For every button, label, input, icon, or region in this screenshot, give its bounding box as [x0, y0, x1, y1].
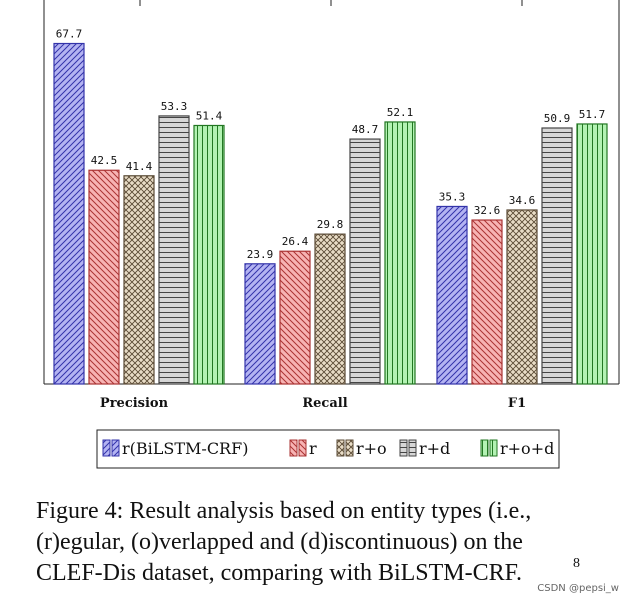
- value-label: 50.9: [544, 112, 571, 125]
- value-label: 42.5: [91, 154, 118, 167]
- value-label: 67.7: [56, 28, 83, 41]
- legend-label: r: [309, 439, 317, 458]
- value-labels-group: 67.7 42.5 41.4 53.3 51.4 23.9 26.4 29.8 48.7 52.1…: [56, 28, 606, 261]
- bar-precision-2: [88, 169, 120, 385]
- legend-entry: r(BiLSTM-CRF): [102, 439, 248, 458]
- bar-precision-1: [53, 42, 85, 385]
- legend-entry: r+d: [399, 439, 450, 458]
- bar-precision-4: [158, 115, 190, 385]
- value-label: 51.7: [579, 108, 606, 121]
- legend-label: r(BiLSTM-CRF): [122, 439, 248, 458]
- value-label: 52.1: [387, 106, 414, 119]
- bar-precision-3: [123, 175, 155, 385]
- bar-recall-3: [314, 233, 346, 385]
- bar-recall-4: [349, 138, 381, 385]
- bar-recall-5: [384, 121, 416, 385]
- value-label: 26.4: [282, 235, 309, 248]
- legend-label: r+d: [419, 439, 450, 458]
- bar-recall-2: [279, 250, 311, 385]
- legend: r(BiLSTM-CRF) r r+o r+d r+o+d: [96, 429, 560, 469]
- footnote-marker: 8: [573, 556, 580, 571]
- bar-f1-2: [471, 219, 503, 385]
- value-label: 51.4: [196, 109, 223, 122]
- value-label: 35.3: [439, 190, 466, 203]
- bar-f1-4: [541, 127, 573, 385]
- value-label: 23.9: [247, 248, 274, 261]
- bar-precision-5: [193, 124, 225, 385]
- value-label: 34.6: [509, 194, 536, 207]
- value-label: 53.3: [161, 100, 188, 113]
- category-labels-group: Precision Recall F1: [100, 396, 526, 411]
- bar-recall-1: [244, 263, 276, 385]
- bar-f1-5: [576, 123, 608, 385]
- value-label: 48.7: [352, 123, 379, 136]
- category-label: F1: [508, 396, 526, 411]
- legend-label: r+o+d: [500, 439, 554, 458]
- bar-f1-3: [506, 209, 538, 385]
- watermark: CSDN @pepsi_w: [537, 583, 619, 594]
- category-label: Precision: [100, 396, 169, 411]
- legend-entry: r+o: [336, 439, 387, 458]
- value-label: 41.4: [126, 160, 153, 173]
- legend-entry: r+o+d: [480, 439, 554, 458]
- category-label: Recall: [302, 396, 347, 411]
- bars-group: [53, 42, 608, 385]
- figure-caption: Figure 4: Result analysis based on entit…: [36, 496, 620, 589]
- bar-f1-1: [436, 205, 468, 385]
- value-label: 29.8: [317, 218, 344, 231]
- caption-line-2: (r)egular, (o)verlapped and (d)iscontinu…: [36, 529, 523, 555]
- legend-entry: r: [289, 439, 317, 458]
- caption-line-1: Figure 4: Result analysis based on entit…: [36, 498, 532, 524]
- bar-chart: 67.7 42.5 41.4 53.3 51.4 23.9 26.4 29.8 48.7 52.1…: [43, 0, 620, 469]
- legend-label: r+o: [356, 439, 387, 458]
- value-label: 32.6: [474, 204, 501, 217]
- caption-line-3: CLEF-Dis dataset, comparing with BiLSTM-…: [36, 560, 523, 586]
